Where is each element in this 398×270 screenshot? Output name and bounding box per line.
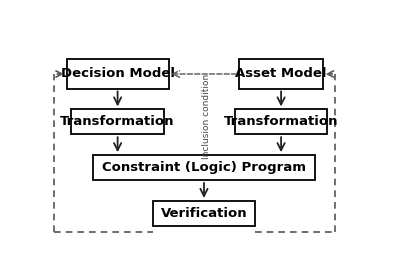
Text: Asset Model: Asset Model xyxy=(235,68,327,80)
Bar xyxy=(71,109,164,134)
Bar xyxy=(153,201,255,226)
Bar xyxy=(93,155,315,180)
Text: Transformation: Transformation xyxy=(224,115,338,128)
Bar xyxy=(240,59,323,89)
Text: Decision Model: Decision Model xyxy=(60,68,175,80)
Text: Constraint (Logic) Program: Constraint (Logic) Program xyxy=(102,161,306,174)
Text: Verification: Verification xyxy=(161,207,247,220)
Text: Inclusion condition: Inclusion condition xyxy=(202,74,211,159)
Bar xyxy=(67,59,168,89)
Text: Transformation: Transformation xyxy=(60,115,175,128)
Bar xyxy=(235,109,327,134)
